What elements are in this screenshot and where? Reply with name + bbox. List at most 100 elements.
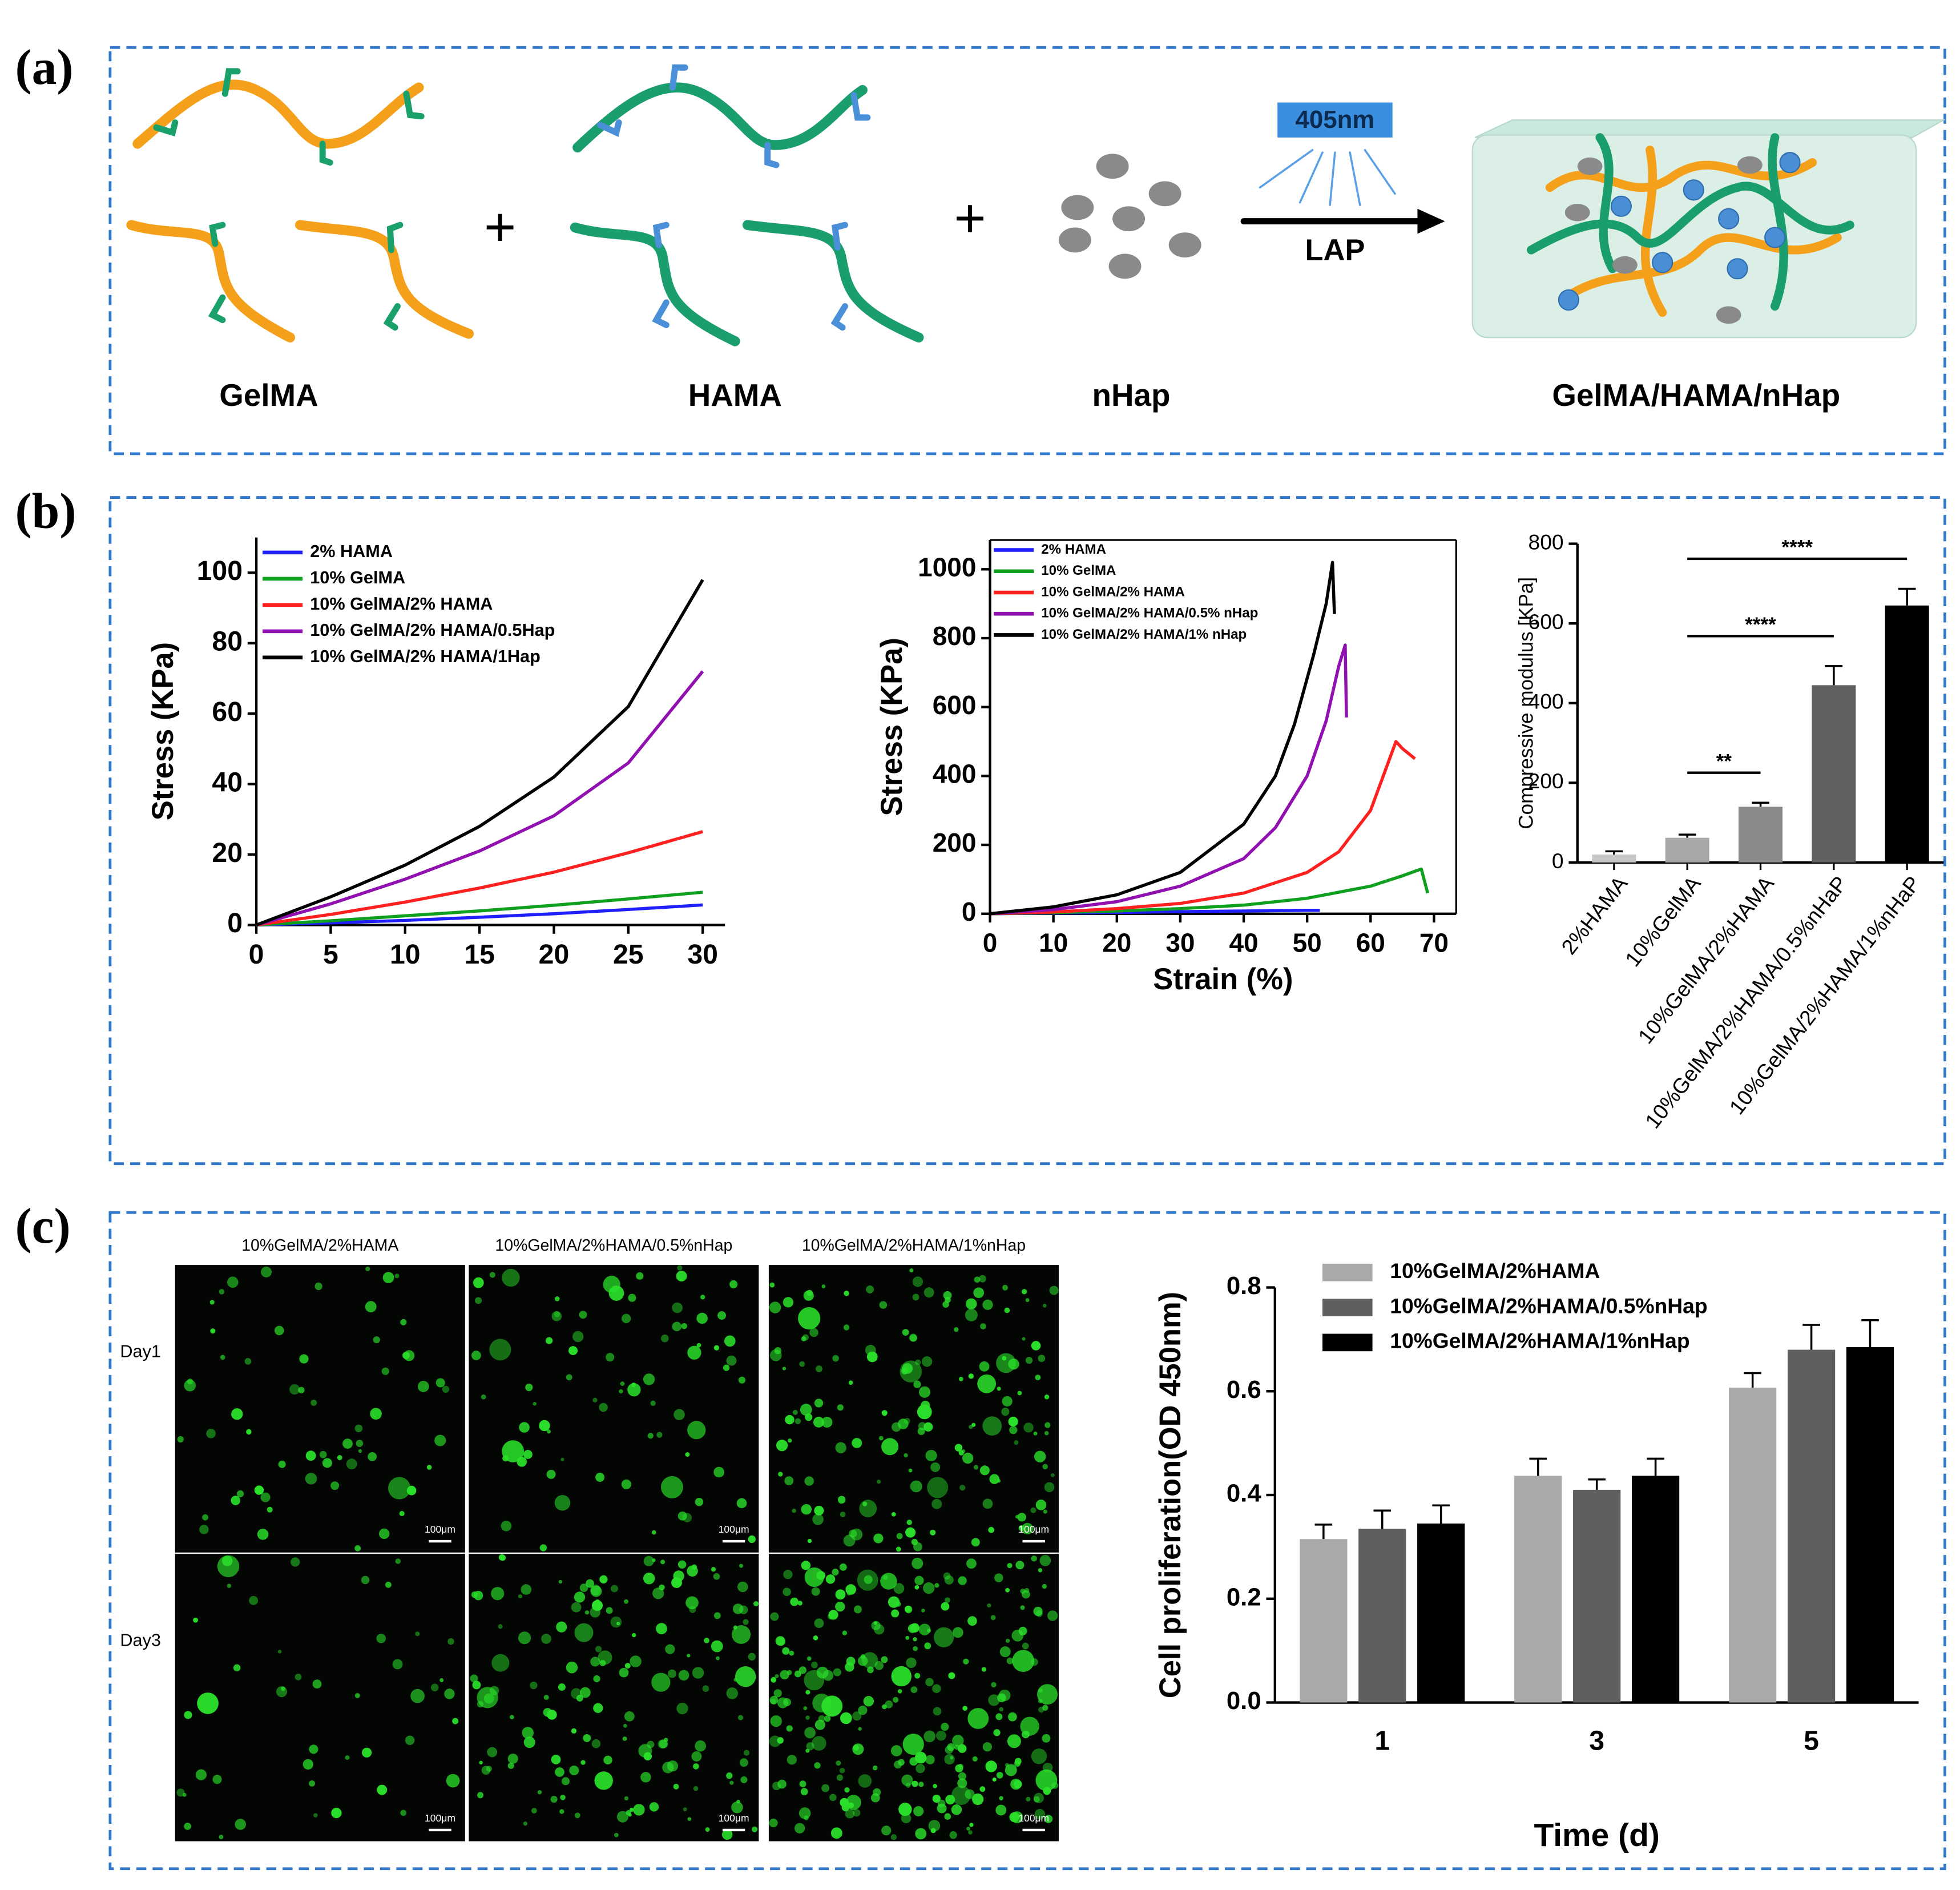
cell — [313, 1813, 318, 1818]
micrographs: 10%GelMA/2%HAMA 100μm 100μm 10%GelMA/2%HAMA… — [120, 1236, 1059, 1841]
cell — [873, 1621, 878, 1625]
y-tick-label: 0.6 — [1227, 1376, 1261, 1404]
cell — [1015, 1561, 1025, 1570]
cell — [979, 1361, 990, 1372]
cell — [782, 1367, 787, 1371]
cell — [980, 1323, 986, 1329]
cell — [786, 1725, 793, 1732]
cell — [523, 1449, 533, 1459]
cell — [804, 1567, 824, 1587]
cell — [236, 1490, 244, 1498]
cell — [721, 1829, 733, 1840]
cell — [691, 1564, 697, 1570]
legend-label: 10%GelMA/2%HAMA — [1390, 1259, 1600, 1283]
particle — [1564, 203, 1590, 221]
chart: 0.0 0.2 0.4 0.6 0.8 Cell proliferation(OD 450… — [1154, 1259, 1919, 1853]
cell — [822, 1670, 834, 1681]
cell — [629, 1807, 634, 1812]
particle — [1716, 306, 1741, 324]
component-label: GelMA/HAMA/nHap — [1552, 377, 1840, 413]
cell — [373, 1336, 380, 1344]
cell — [837, 1404, 844, 1411]
cell — [354, 1424, 363, 1433]
cell — [842, 1630, 848, 1635]
cell — [1023, 1422, 1034, 1433]
line-series — [990, 561, 1336, 916]
x-tick-label: 3 — [1589, 1725, 1604, 1756]
cell — [1005, 1638, 1010, 1643]
cell — [537, 1790, 542, 1795]
y-tick-label: 20 — [212, 837, 243, 868]
cell — [184, 1822, 192, 1830]
cell — [951, 1804, 962, 1815]
initiator-label: LAP — [1305, 233, 1365, 267]
cell — [330, 1481, 340, 1490]
cell — [962, 1706, 968, 1711]
cell — [1038, 1568, 1043, 1573]
cell — [923, 1582, 935, 1594]
hydrogel-network — [1527, 133, 1854, 317]
cell — [576, 1695, 583, 1702]
cell — [400, 1319, 407, 1325]
cell — [1031, 1555, 1037, 1562]
cell — [558, 1683, 566, 1691]
cell — [881, 1410, 888, 1416]
bar — [1631, 1476, 1680, 1703]
frame-c — [108, 1211, 1946, 1871]
cell — [502, 1268, 520, 1287]
cell — [965, 1308, 978, 1321]
cell — [579, 1311, 587, 1319]
cell — [598, 1650, 612, 1665]
cell — [1001, 1407, 1010, 1416]
group — [208, 294, 226, 324]
cell — [676, 1702, 688, 1715]
cell — [1021, 1522, 1034, 1535]
cell — [803, 1706, 808, 1710]
cell — [813, 1635, 818, 1641]
cell — [498, 1624, 503, 1629]
cell — [783, 1587, 791, 1596]
cell — [539, 1420, 550, 1432]
cell — [1044, 1430, 1049, 1436]
y-tick-label: 200 — [1529, 769, 1564, 793]
cell — [711, 1640, 723, 1653]
cell — [874, 1624, 885, 1635]
cell — [319, 1450, 327, 1458]
chain — [295, 220, 474, 339]
cell — [923, 1730, 935, 1743]
scale-bar-label: 100μm — [719, 1524, 749, 1535]
micrograph — [469, 1265, 759, 1553]
cell — [444, 1688, 455, 1699]
y-tick-label: 40 — [212, 767, 243, 797]
cell — [835, 1442, 846, 1453]
cell — [882, 1704, 887, 1710]
cell — [801, 1561, 811, 1570]
y-tick-label: 0.2 — [1227, 1583, 1261, 1611]
cell — [1043, 1787, 1051, 1795]
cell — [305, 1450, 316, 1461]
x-tick-label: 5 — [323, 939, 338, 970]
cell — [813, 1416, 824, 1428]
cell — [623, 1723, 627, 1728]
cell — [545, 1337, 553, 1344]
crosslink — [1764, 227, 1786, 248]
cell — [921, 1356, 933, 1367]
cell — [510, 1715, 514, 1719]
line-series — [256, 890, 703, 927]
cell — [713, 1573, 720, 1580]
cell — [805, 1690, 810, 1695]
cell — [933, 1707, 942, 1716]
cell — [434, 1434, 446, 1446]
cell — [972, 1793, 984, 1806]
cell — [647, 1433, 654, 1439]
line-series — [990, 740, 1416, 916]
cell — [257, 1529, 269, 1540]
cell — [801, 1504, 812, 1515]
cell — [1039, 1555, 1051, 1566]
cell — [881, 1825, 892, 1836]
cell — [1022, 1337, 1026, 1341]
legend-label: 10% GelMA — [1041, 563, 1116, 578]
group — [831, 221, 848, 251]
x-tick-label: 20 — [539, 939, 570, 970]
cell — [829, 1794, 837, 1802]
